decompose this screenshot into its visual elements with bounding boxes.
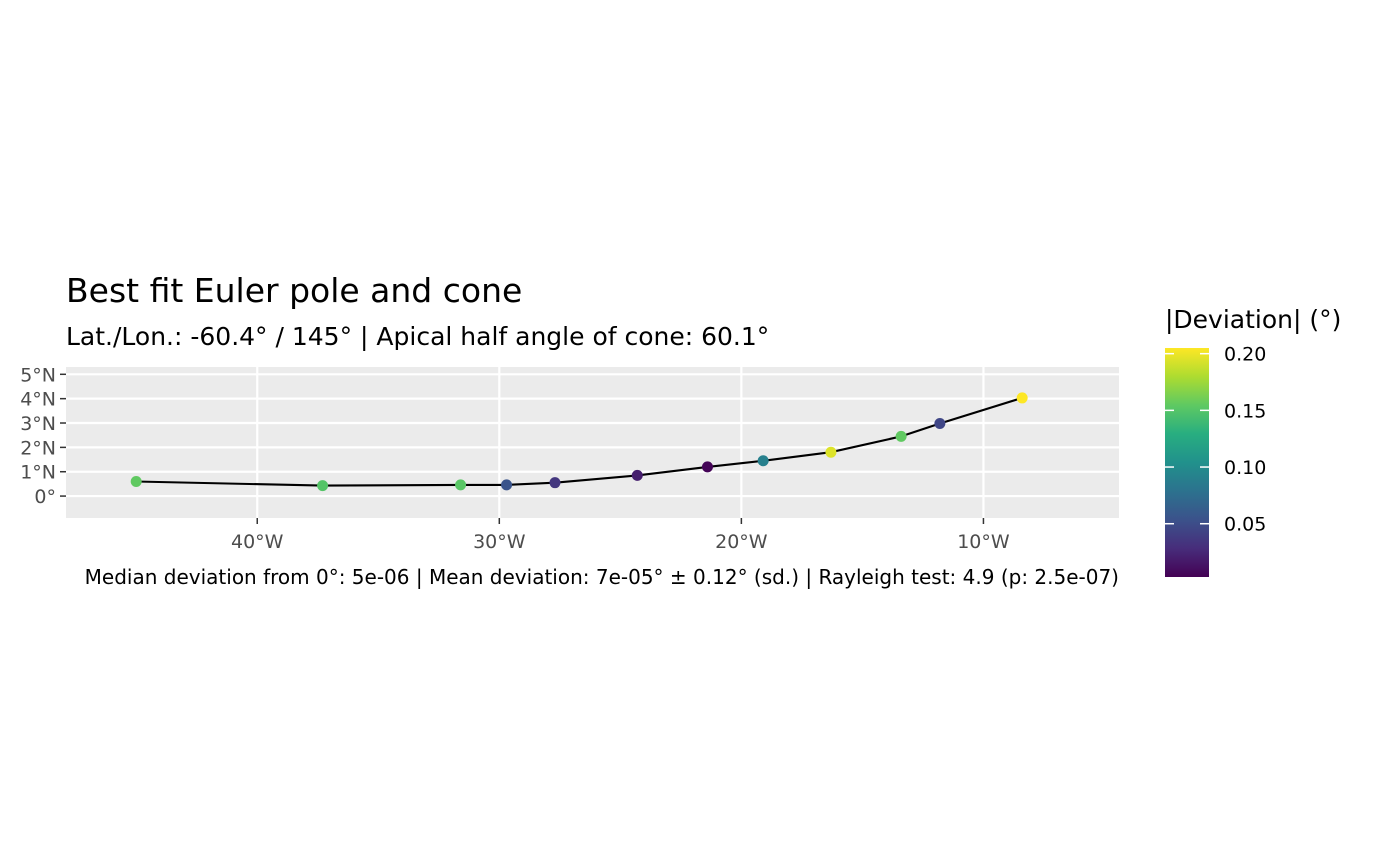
legend-title: |Deviation| (°) — [1165, 305, 1341, 334]
legend: |Deviation| (°) 0.05 0.10 0.15 0.20 — [1165, 305, 1341, 577]
colorbar-label: 0.05 — [1224, 514, 1266, 536]
data-point — [757, 455, 769, 467]
series-line — [136, 396, 1023, 487]
x-tick-label: 20°W — [715, 531, 768, 553]
y-tick-label: 4°N — [20, 389, 56, 411]
colorbar-label: 0.15 — [1224, 400, 1266, 422]
data-point — [549, 477, 561, 489]
axes: 40°W 30°W 20°W 10°W 0°1°N 2°N3°N4°N 5°N — [20, 364, 1010, 553]
data-point — [934, 418, 946, 430]
y-tick-label: 5°N — [20, 364, 56, 386]
y-tick-label: 0° — [34, 486, 56, 508]
colorbar-label: 0.10 — [1224, 457, 1266, 479]
data-point — [455, 479, 467, 491]
data-points — [130, 392, 1028, 492]
data-point — [317, 480, 329, 492]
y-tick-label: 1°N — [20, 462, 56, 484]
colorbar-label: 0.20 — [1224, 344, 1266, 366]
data-point — [701, 461, 713, 473]
x-tick-label: 10°W — [957, 531, 1010, 553]
data-point — [501, 479, 513, 491]
data-point — [895, 430, 907, 442]
chart-caption: Median deviation from 0°: 5e-06 | Mean d… — [85, 565, 1119, 589]
colorbar-ticks: 0.05 0.10 0.15 0.20 — [1165, 344, 1266, 536]
data-point — [130, 475, 142, 487]
chart-title: Best fit Euler pole and cone — [66, 271, 522, 310]
y-tick-label: 3°N — [20, 413, 56, 435]
chart-subtitle: Lat./Lon.: -60.4° / 145° | Apical half a… — [66, 322, 769, 351]
data-point — [825, 446, 837, 458]
plot-panel — [66, 367, 1119, 518]
x-tick-label: 40°W — [231, 531, 284, 553]
data-point — [631, 469, 643, 481]
y-tick-label: 2°N — [20, 437, 56, 459]
grid — [66, 367, 1119, 518]
data-point — [1016, 392, 1028, 404]
colorbar — [1165, 348, 1209, 577]
x-tick-label: 30°W — [473, 531, 526, 553]
